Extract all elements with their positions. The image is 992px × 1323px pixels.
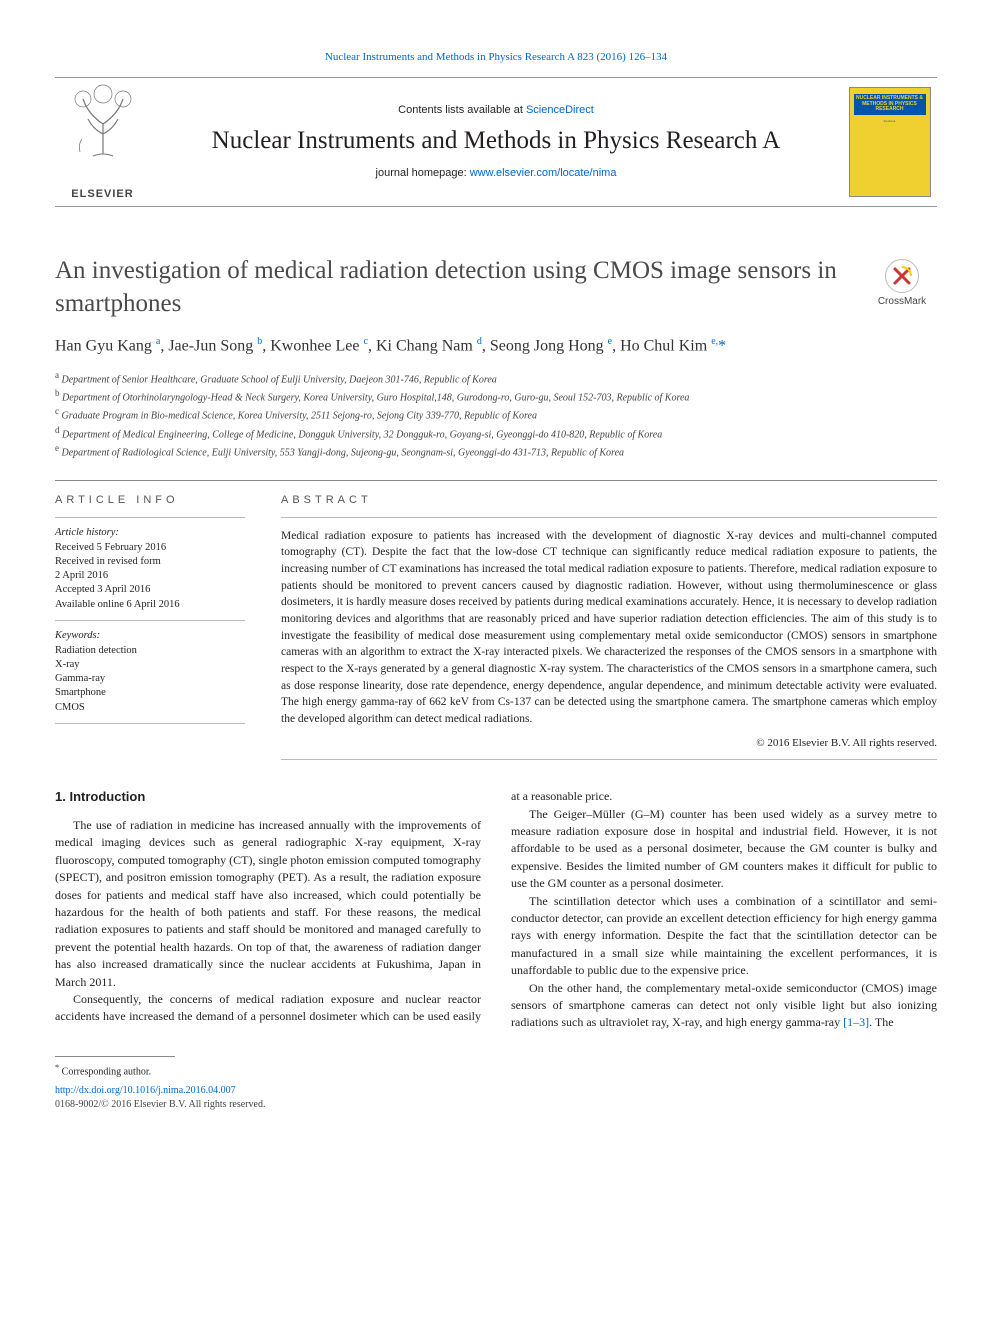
history-label: Article history: (55, 526, 245, 540)
affiliation-item: b Department of Otorhinolaryngology-Head… (55, 387, 937, 405)
affiliation-list: a Department of Senior Healthcare, Gradu… (55, 369, 937, 461)
body-paragraph: The scintillation detector which uses a … (511, 893, 937, 980)
keyword-item: Radiation detection (55, 644, 245, 658)
cover-thumb-title: NUCLEAR INSTRUMENTS & METHODS IN PHYSICS… (854, 94, 926, 115)
history-line: Accepted 3 April 2016 (55, 583, 245, 597)
section-heading-intro: 1. Introduction (55, 788, 481, 807)
journal-homepage-line: journal homepage: www.elsevier.com/locat… (150, 166, 842, 181)
keyword-item: CMOS (55, 701, 245, 715)
article-history: Article history: Received 5 February 201… (55, 526, 245, 612)
citation-ref-link[interactable]: [1–3] (843, 1015, 869, 1029)
keywords-label: Keywords: (55, 629, 245, 643)
corresponding-author-footnote: * Corresponding author. (55, 1063, 937, 1078)
affiliation-item: c Graduate Program in Bio-medical Scienc… (55, 405, 937, 423)
article-info-heading: ARTICLE INFO (55, 493, 245, 508)
article-body: 1. Introduction The use of radiation in … (55, 788, 937, 1031)
crossmark-icon (891, 265, 913, 287)
affiliation-item: e Department of Radiological Science, Eu… (55, 442, 937, 460)
keyword-item: Gamma-ray (55, 672, 245, 686)
abstract-heading: ABSTRACT (281, 493, 937, 508)
body-paragraph: The Geiger–Müller (G–M) counter has been… (511, 806, 937, 893)
keyword-item: Smartphone (55, 686, 245, 700)
history-line: Received in revised form (55, 555, 245, 569)
crossmark-badge[interactable]: CrossMark (867, 259, 937, 309)
issn-copyright: 0168-9002/© 2016 Elsevier B.V. All right… (55, 1098, 937, 1112)
sciencedirect-link[interactable]: ScienceDirect (526, 104, 594, 116)
copyright-line: © 2016 Elsevier B.V. All rights reserved… (281, 736, 937, 751)
publisher-logo-block: ELSEVIER (55, 78, 150, 206)
abstract-text: Medical radiation exposure to patients h… (281, 528, 937, 728)
affiliation-item: d Department of Medical Engineering, Col… (55, 424, 937, 442)
contents-available-line: Contents lists available at ScienceDirec… (150, 103, 842, 118)
publisher-name: ELSEVIER (71, 187, 133, 202)
affiliation-item: a Department of Senior Healthcare, Gradu… (55, 369, 937, 387)
body-paragraph: The use of radiation in medicine has inc… (55, 817, 481, 991)
article-title: An investigation of medical radiation de… (55, 255, 847, 320)
body-paragraph: On the other hand, the complementary met… (511, 980, 937, 1032)
elsevier-tree-icon (68, 84, 138, 162)
journal-homepage-link[interactable]: www.elsevier.com/locate/nima (470, 167, 617, 179)
cover-thumb-sub: Section A (884, 119, 896, 123)
journal-name: Nuclear Instruments and Methods in Physi… (150, 125, 842, 156)
journal-cover-thumbnail: NUCLEAR INSTRUMENTS & METHODS IN PHYSICS… (849, 87, 931, 197)
doi-link[interactable]: http://dx.doi.org/10.1016/j.nima.2016.04… (55, 1084, 937, 1098)
crossmark-label: CrossMark (867, 295, 937, 309)
journal-citation[interactable]: Nuclear Instruments and Methods in Physi… (55, 50, 937, 65)
history-line: Received 5 February 2016 (55, 541, 245, 555)
history-line: 2 April 2016 (55, 569, 245, 583)
history-line: Available online 6 April 2016 (55, 598, 245, 612)
journal-banner: ELSEVIER Contents lists available at Sci… (55, 77, 937, 207)
author-list: Han Gyu Kang a, Jae-Jun Song b, Kwonhee … (55, 334, 937, 358)
keywords-block: Keywords: Radiation detectionX-rayGamma-… (55, 629, 245, 715)
keyword-item: X-ray (55, 658, 245, 672)
